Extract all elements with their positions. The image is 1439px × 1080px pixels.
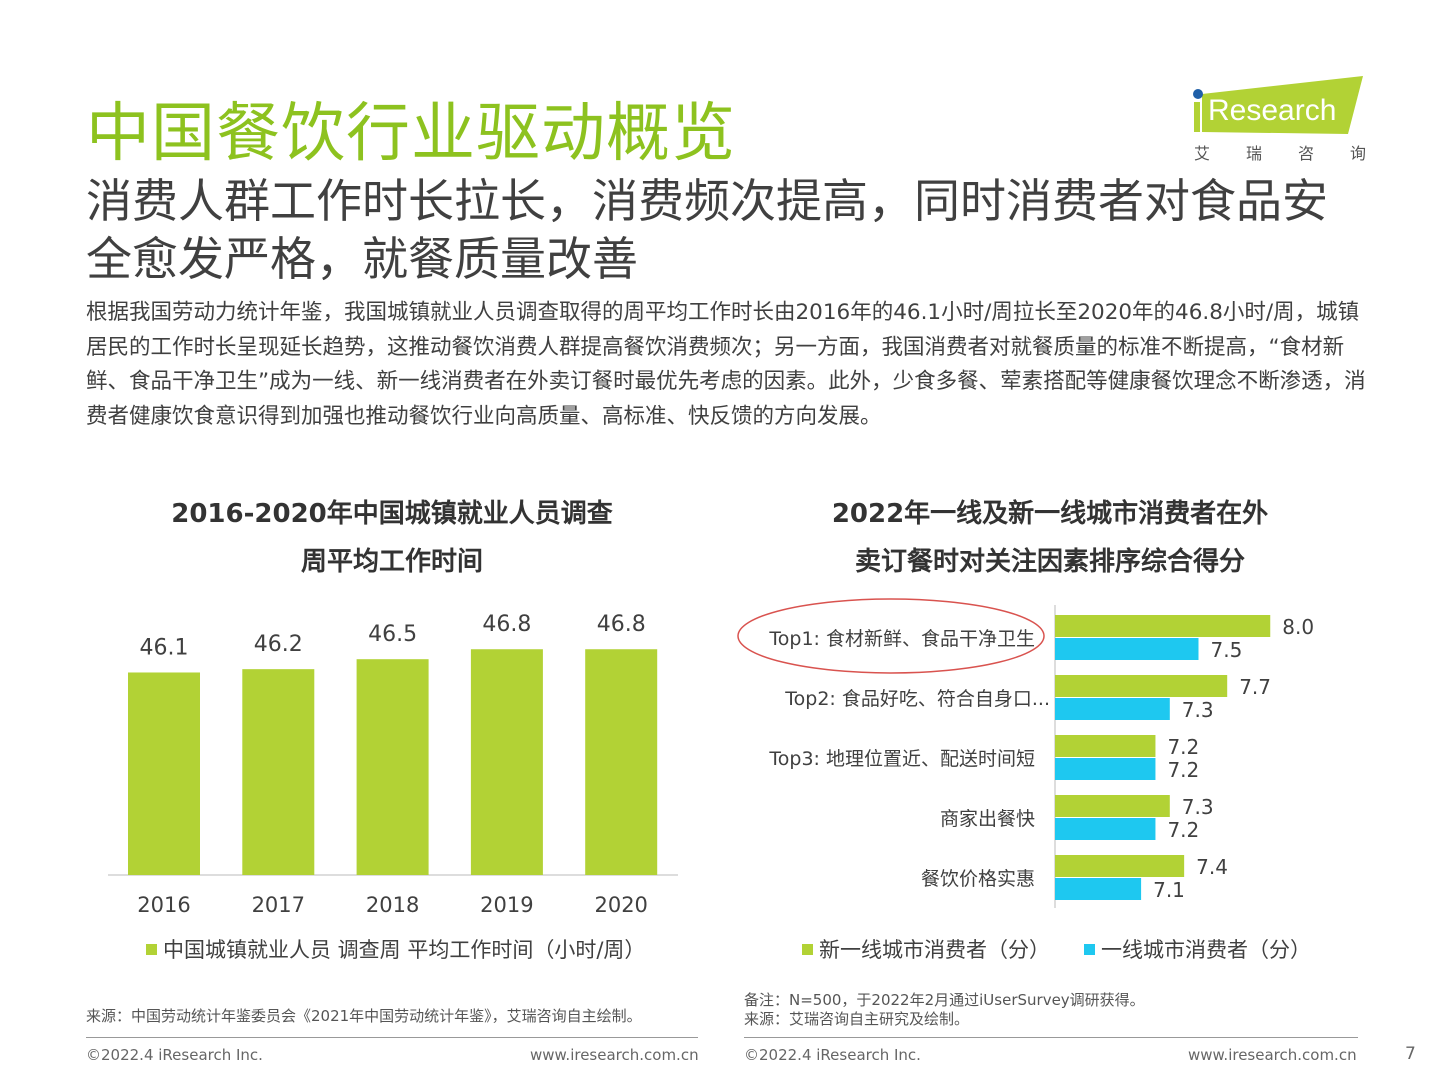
right-chart-title-line: 2022年一线及新一线城市消费者在外 [831, 499, 1269, 529]
bar [470, 649, 543, 875]
left-chart-title: 2016-2020年中国城镇就业人员调查 周平均工作时间 [86, 490, 698, 586]
bar [1055, 615, 1271, 637]
footer-url[interactable]: www.iresearch.com.cn [530, 1046, 699, 1064]
logo-cn-char: 瑞 [1245, 144, 1262, 163]
data-label: 7.3 [1182, 795, 1214, 819]
bar [585, 649, 658, 875]
left-chart-title-line: 2016-2020年中国城镇就业人员调查 [171, 499, 613, 529]
left-chart-title-line: 周平均工作时间 [300, 547, 483, 577]
divider [744, 1037, 1358, 1038]
footer-url[interactable]: www.iresearch.com.cn [1188, 1046, 1357, 1064]
bar [242, 669, 315, 875]
bar [1055, 698, 1170, 720]
right-note: 备注：N=500，于2022年2月通过iUserSurvey调研获得。 [744, 991, 1145, 1009]
data-label: 7.7 [1239, 675, 1271, 699]
bar [1055, 878, 1142, 900]
data-label: 7.1 [1153, 878, 1185, 902]
right-legend: 新一线城市消费者（分） 一线城市消费者（分） [802, 934, 1311, 964]
data-label: 46.8 [482, 612, 531, 637]
data-label: 7.2 [1167, 758, 1199, 782]
data-label: 8.0 [1282, 615, 1314, 639]
y-tick-label: 餐饮价格实惠 [921, 868, 1035, 890]
x-tick-label: 2016 [137, 893, 190, 917]
subtitle: 消费人群工作时长拉长，消费频次提高，同时消费者对食品安全愈发严格，就餐质量改善 [86, 174, 1328, 286]
legend-label: 中国城镇就业人员 调查周 平均工作时间（小时/周） [163, 938, 646, 962]
x-tick-label: 2020 [594, 893, 647, 917]
highlight-ellipse [737, 598, 1045, 674]
page-number: 7 [1405, 1044, 1416, 1064]
iresearch-logo: Research 艾 瑞 咨 询 [1188, 76, 1368, 166]
y-tick-label: Top1: 食材新鲜、食品干净卫生 [768, 628, 1035, 650]
svg-text:Research: Research [1208, 94, 1336, 127]
data-label: 46.2 [254, 632, 303, 657]
x-tick-label: 2017 [252, 893, 305, 917]
data-label: 7.3 [1182, 698, 1214, 722]
copyright: ©2022.4 iResearch Inc. [744, 1046, 921, 1064]
y-tick-label: 商家出餐快 [940, 808, 1035, 830]
bar [1055, 735, 1156, 757]
right-chart-title: 2022年一线及新一线城市消费者在外 卖订餐时对关注因素排序综合得分 [740, 490, 1360, 586]
data-label: 46.5 [368, 622, 417, 647]
data-label: 46.1 [140, 635, 189, 660]
x-tick-label: 2019 [480, 893, 533, 917]
data-label: 7.2 [1167, 735, 1199, 759]
y-tick-label: Top2: 食品好吃、符合自身口... [784, 688, 1050, 710]
bar [1055, 795, 1170, 817]
logo-cn-char: 艾 [1194, 144, 1211, 163]
right-chart-title-line: 卖订餐时对关注因素排序综合得分 [854, 547, 1245, 577]
left-source: 来源：中国劳动统计年鉴委员会《2021年中国劳动统计年鉴》，艾瑞咨询自主绘制。 [86, 1007, 642, 1025]
bar [128, 672, 200, 875]
right-source: 来源：艾瑞咨询自主研究及绘制。 [744, 1010, 970, 1028]
legend-label: 一线城市消费者（分） [1101, 938, 1311, 962]
divider [86, 1037, 698, 1038]
page-title: 中国餐饮行业驱动概览 [86, 97, 736, 171]
logo-cn-char: 咨 [1297, 144, 1314, 163]
logo-cn-char: 询 [1349, 144, 1366, 163]
y-tick-label: Top3: 地理位置近、配送时间短 [768, 748, 1035, 770]
data-label: 7.5 [1211, 638, 1243, 662]
legend-swatch [146, 943, 157, 955]
legend-swatch [802, 943, 813, 955]
bar [1055, 675, 1228, 697]
bar [1055, 638, 1199, 660]
left-legend: 中国城镇就业人员 调查周 平均工作时间（小时/周） [146, 934, 645, 964]
x-tick-label: 2018 [366, 893, 419, 917]
bar [1055, 818, 1156, 840]
legend-label: 新一线城市消费者（分） [819, 938, 1050, 962]
data-label: 46.8 [597, 612, 646, 637]
bar [356, 659, 429, 875]
copyright: ©2022.4 iResearch Inc. [86, 1046, 263, 1064]
bar [1055, 855, 1185, 877]
bar [1055, 758, 1156, 780]
data-label: 7.4 [1196, 855, 1228, 879]
body-text: 根据我国劳动力统计年鉴，我国城镇就业人员调查取得的周平均工作时长由2016年的4… [86, 300, 1366, 429]
legend-swatch [1084, 943, 1095, 955]
data-label: 7.2 [1167, 818, 1199, 842]
